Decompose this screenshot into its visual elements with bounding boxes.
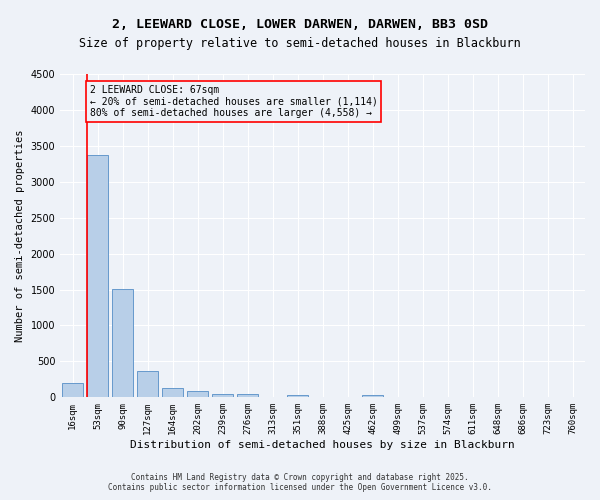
Bar xyxy=(187,391,208,398)
Text: 2, LEEWARD CLOSE, LOWER DARWEN, DARWEN, BB3 0SD: 2, LEEWARD CLOSE, LOWER DARWEN, DARWEN, … xyxy=(112,18,488,30)
Bar xyxy=(162,388,183,398)
Bar xyxy=(62,383,83,398)
Bar xyxy=(362,395,383,398)
Y-axis label: Number of semi-detached properties: Number of semi-detached properties xyxy=(15,130,25,342)
Text: Size of property relative to semi-detached houses in Blackburn: Size of property relative to semi-detach… xyxy=(79,38,521,51)
X-axis label: Distribution of semi-detached houses by size in Blackburn: Distribution of semi-detached houses by … xyxy=(130,440,515,450)
Text: Contains HM Land Registry data © Crown copyright and database right 2025.
Contai: Contains HM Land Registry data © Crown c… xyxy=(108,473,492,492)
Bar xyxy=(112,289,133,398)
Bar xyxy=(212,394,233,398)
Text: 2 LEEWARD CLOSE: 67sqm
← 20% of semi-detached houses are smaller (1,114)
80% of : 2 LEEWARD CLOSE: 67sqm ← 20% of semi-det… xyxy=(89,85,377,118)
Bar xyxy=(137,370,158,398)
Bar xyxy=(87,155,108,398)
Bar xyxy=(237,394,258,398)
Bar xyxy=(287,395,308,398)
